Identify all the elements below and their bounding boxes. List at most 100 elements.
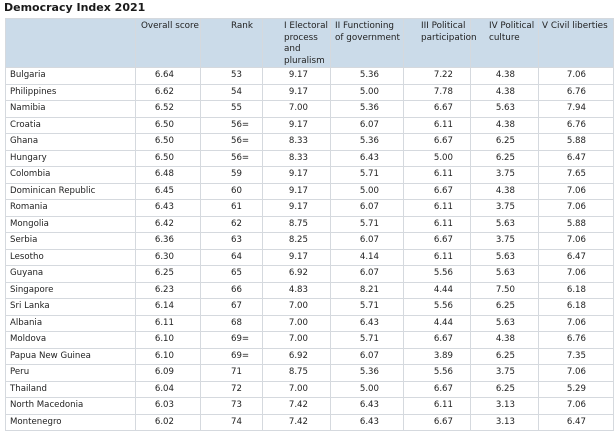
country-cell: Singapore — [5, 281, 136, 299]
value-cell: 6.67 — [403, 380, 471, 398]
value-cell: 6.43 — [330, 314, 404, 332]
table-row: Romania 6.43 61 9.17 6.07 6.11 3.75 7.06 — [5, 199, 614, 217]
value-cell: 69= — [200, 331, 263, 349]
table-row: Sri Lanka 6.14 67 7.00 5.71 5.56 6.25 6.18 — [5, 298, 614, 316]
value-cell: 5.71 — [330, 166, 404, 184]
value-cell: 3.75 — [470, 199, 539, 217]
value-cell: 6.67 — [403, 182, 471, 200]
table-row: Namibia 6.52 55 7.00 5.36 6.67 5.63 7.94 — [5, 100, 614, 118]
value-cell: 6.14 — [135, 298, 201, 316]
value-cell: 6.47 — [538, 413, 614, 431]
value-cell: 7.50 — [470, 281, 539, 299]
country-cell: Lesotho — [5, 248, 136, 266]
table-row: Montenegro 6.02 74 7.42 6.43 6.67 3.13 6.47 — [5, 413, 614, 431]
value-cell: 6.25 — [470, 149, 539, 167]
header-cell: III Political participation — [403, 18, 477, 68]
value-cell: 73 — [200, 397, 263, 415]
country-cell: Montenegro — [5, 413, 136, 431]
value-cell: 6.09 — [135, 364, 201, 382]
value-cell: 4.44 — [403, 314, 471, 332]
country-cell: Croatia — [5, 116, 136, 134]
value-cell: 4.83 — [262, 281, 331, 299]
value-cell: 6.76 — [538, 331, 614, 349]
table-row: Papua New Guinea 6.10 69= 6.92 6.07 3.89 6.25 7… — [5, 347, 614, 365]
country-cell: Bulgaria — [5, 67, 136, 85]
value-cell: 5.36 — [330, 133, 404, 151]
country-cell: Philippines — [5, 83, 136, 101]
table-row: Croatia 6.50 56= 9.17 6.07 6.11 4.38 6.76 — [5, 116, 614, 134]
table-row: Lesotho 6.30 64 9.17 4.14 6.11 5.63 6.47 — [5, 248, 614, 266]
value-cell: 7.65 — [538, 166, 614, 184]
country-cell: Dominican Republic — [5, 182, 136, 200]
value-cell: 6.04 — [135, 380, 201, 398]
value-cell: 6.62 — [135, 83, 201, 101]
value-cell: 55 — [200, 100, 263, 118]
value-cell: 6.11 — [403, 166, 471, 184]
value-cell: 64 — [200, 248, 263, 266]
header-row: Overall score Rank I Electoral process and… — [5, 18, 614, 68]
value-cell: 5.63 — [470, 215, 539, 233]
value-cell: 4.38 — [470, 67, 539, 85]
value-cell: 9.17 — [262, 83, 331, 101]
country-cell: Thailand — [5, 380, 136, 398]
value-cell: 5.00 — [330, 380, 404, 398]
value-cell: 7.00 — [262, 298, 331, 316]
value-cell: 7.00 — [262, 380, 331, 398]
value-cell: 6.25 — [470, 380, 539, 398]
country-cell: Hungary — [5, 149, 136, 167]
country-cell: Papua New Guinea — [5, 347, 136, 365]
value-cell: 6.25 — [470, 298, 539, 316]
value-cell: 7.06 — [538, 397, 614, 415]
value-cell: 61 — [200, 199, 263, 217]
value-cell: 6.67 — [403, 100, 471, 118]
value-cell: 7.42 — [262, 413, 331, 431]
value-cell: 72 — [200, 380, 263, 398]
value-cell: 6.67 — [403, 232, 471, 250]
value-cell: 5.56 — [403, 364, 471, 382]
value-cell: 56= — [200, 133, 263, 151]
value-cell: 7.06 — [538, 232, 614, 250]
value-cell: 6.25 — [470, 347, 539, 365]
country-cell: Serbia — [5, 232, 136, 250]
value-cell: 9.17 — [262, 166, 331, 184]
value-cell: 9.17 — [262, 248, 331, 266]
value-cell: 54 — [200, 83, 263, 101]
value-cell: 6.11 — [403, 199, 471, 217]
value-cell: 6.11 — [403, 215, 471, 233]
value-cell: 5.56 — [403, 265, 471, 283]
value-cell: 4.38 — [470, 331, 539, 349]
value-cell: 6.10 — [135, 331, 201, 349]
value-cell: 6.92 — [262, 347, 331, 365]
value-cell: 6.18 — [538, 281, 614, 299]
table-row: Albania 6.11 68 7.00 6.43 4.44 5.63 7.06 — [5, 314, 614, 332]
value-cell: 7.06 — [538, 67, 614, 85]
value-cell: 6.92 — [262, 265, 331, 283]
value-cell: 6.23 — [135, 281, 201, 299]
value-cell: 6.25 — [470, 133, 539, 151]
value-cell: 6.18 — [538, 298, 614, 316]
country-cell: North Macedonia — [5, 397, 136, 415]
table-title: Democracy Index 2021 — [4, 1, 146, 14]
value-cell: 65 — [200, 265, 263, 283]
value-cell: 8.21 — [330, 281, 404, 299]
country-cell: Mongolia — [5, 215, 136, 233]
value-cell: 6.50 — [135, 149, 201, 167]
value-cell: 6.43 — [330, 149, 404, 167]
value-cell: 6.52 — [135, 100, 201, 118]
value-cell: 9.17 — [262, 67, 331, 85]
table-row: Thailand 6.04 72 7.00 5.00 6.67 6.25 5.29 — [5, 380, 614, 398]
value-cell: 4.38 — [470, 182, 539, 200]
country-cell: Namibia — [5, 100, 136, 118]
value-cell: 3.75 — [470, 364, 539, 382]
value-cell: 5.00 — [330, 83, 404, 101]
value-cell: 4.38 — [470, 83, 539, 101]
country-cell: Moldova — [5, 331, 136, 349]
value-cell: 5.00 — [403, 149, 471, 167]
value-cell: 7.06 — [538, 182, 614, 200]
value-cell: 6.03 — [135, 397, 201, 415]
value-cell: 6.67 — [403, 413, 471, 431]
table-row: Dominican Republic 6.45 60 9.17 5.00 6.67 4.38… — [5, 182, 614, 200]
value-cell: 62 — [200, 215, 263, 233]
table-header: Overall score Rank I Electoral process and… — [5, 18, 614, 68]
